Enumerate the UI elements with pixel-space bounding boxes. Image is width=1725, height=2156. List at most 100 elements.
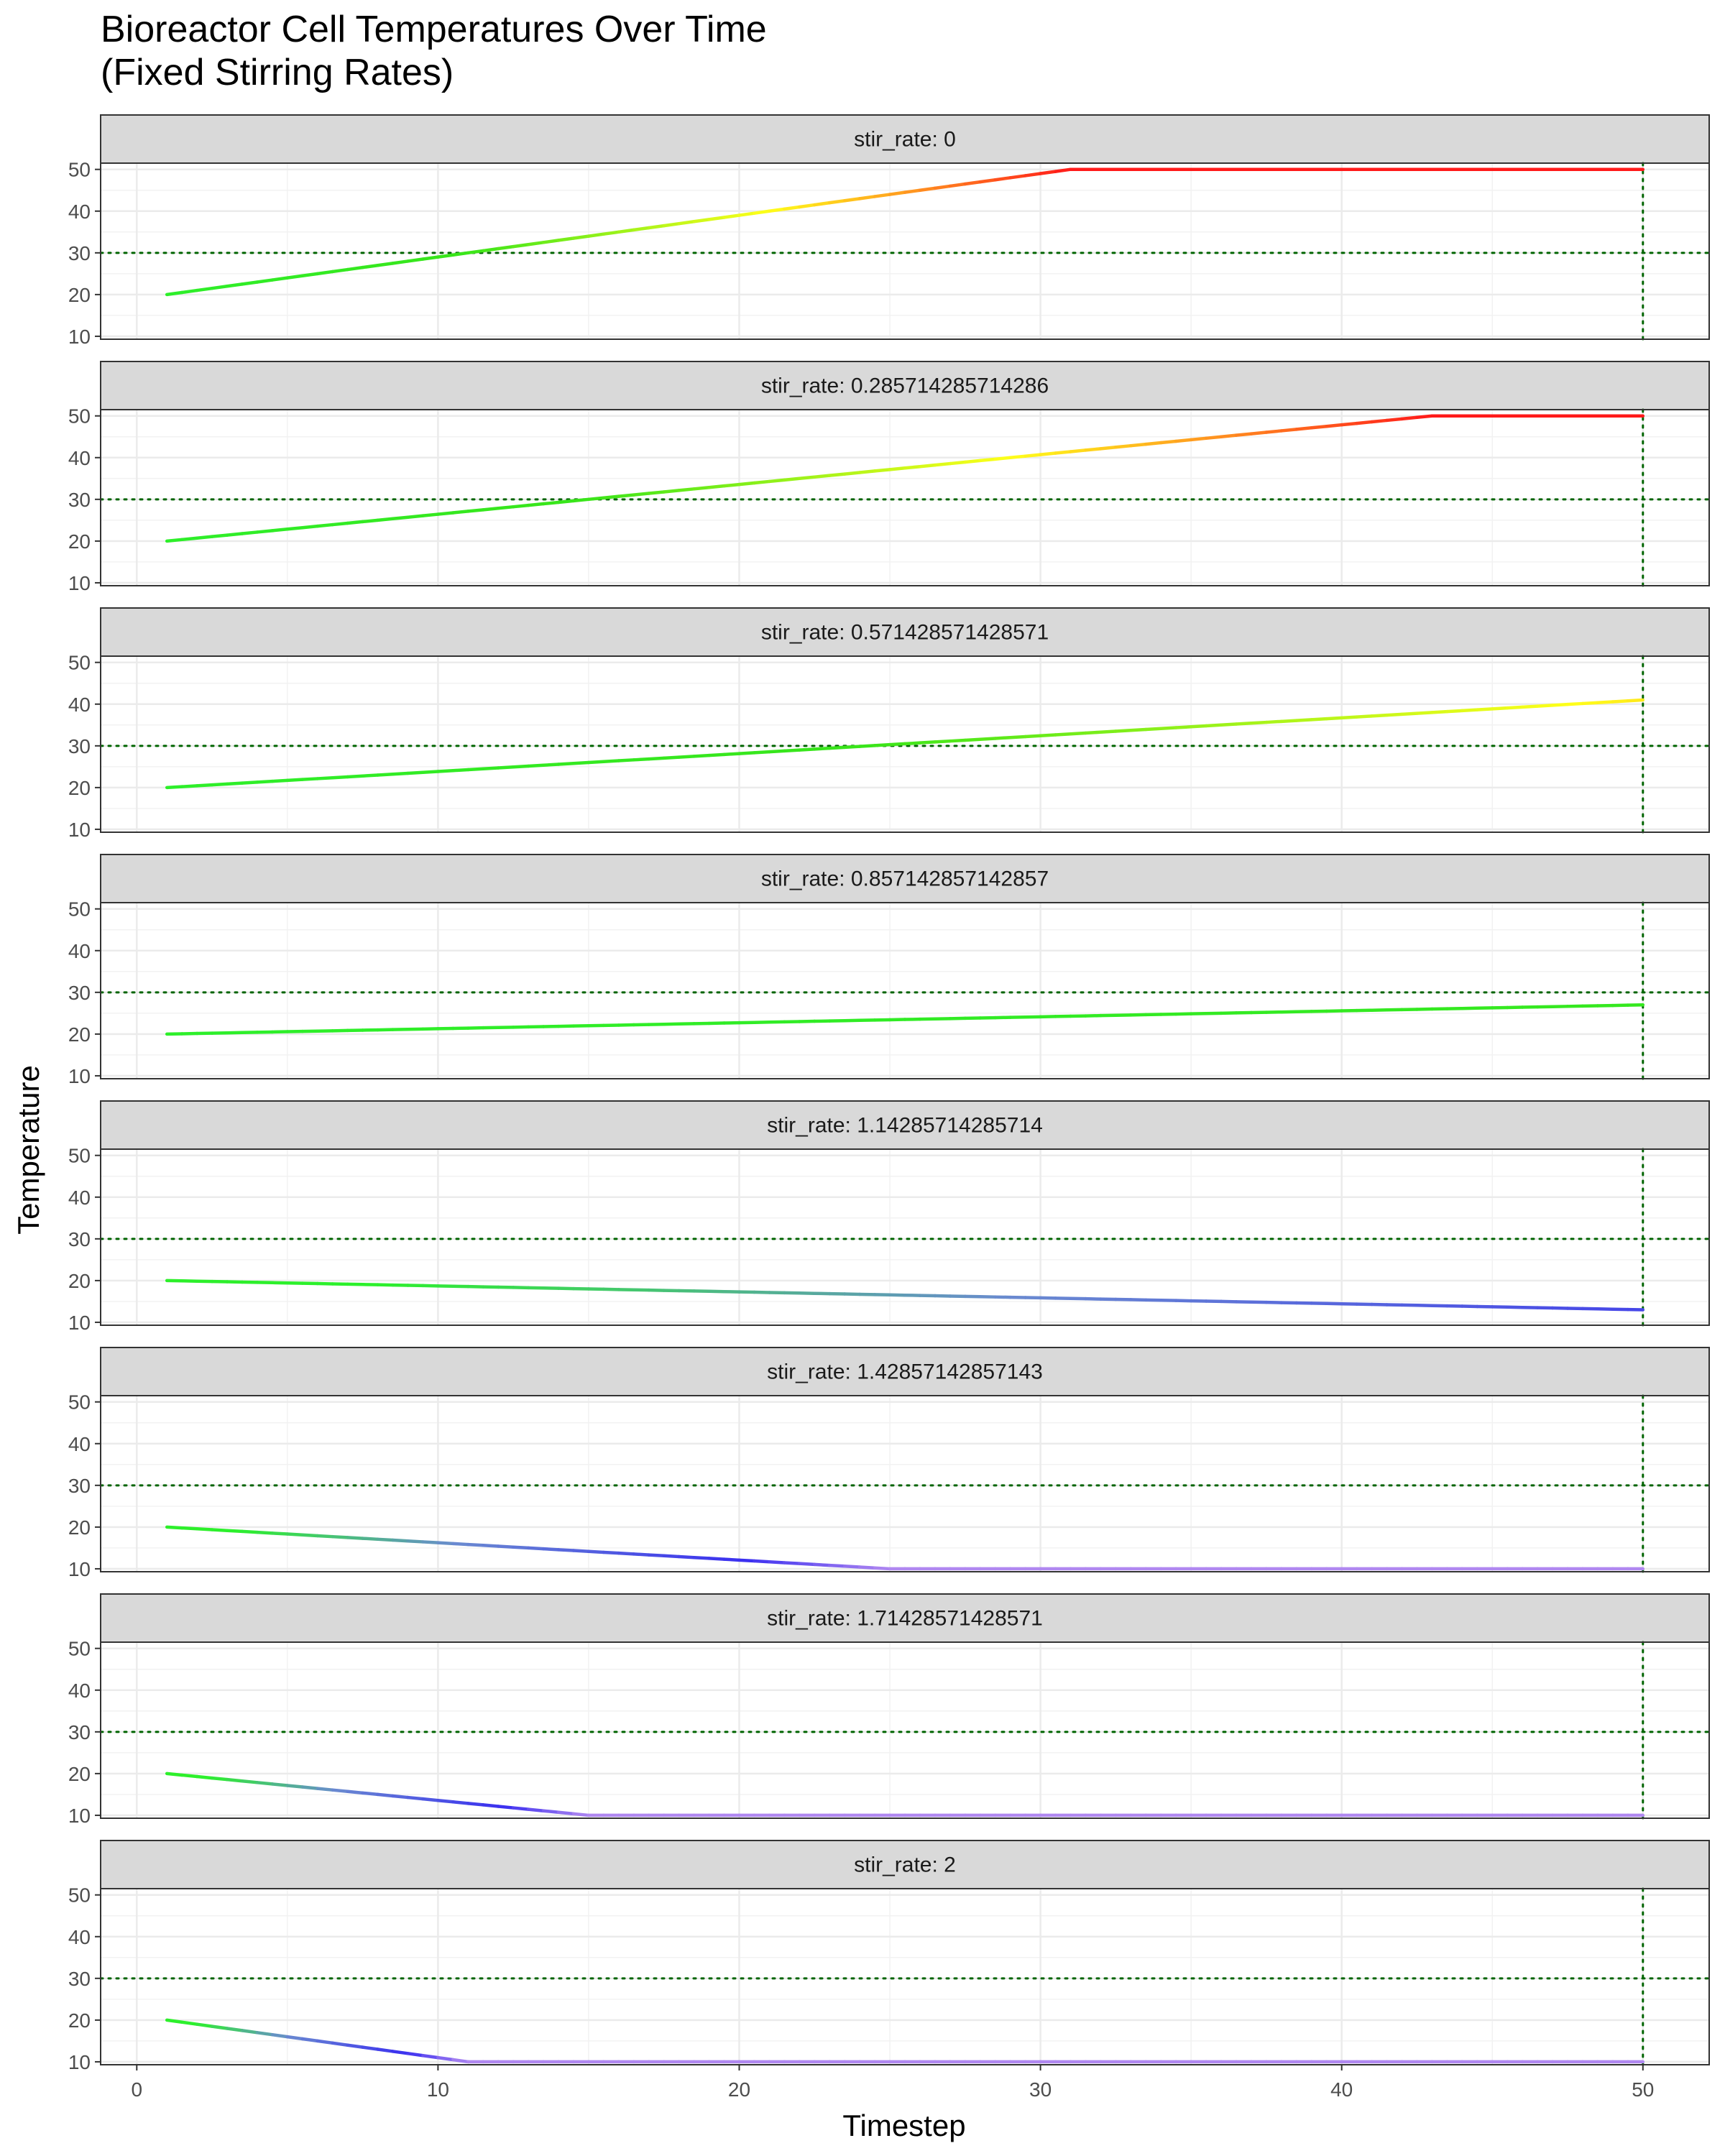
series-segment — [436, 511, 455, 516]
series-segment — [933, 739, 952, 744]
series-segment — [391, 1794, 410, 1800]
series-segment — [526, 241, 546, 247]
y-axis-title: Temperature — [12, 1065, 45, 1235]
series-segment — [662, 1554, 681, 1559]
x-tick-label: 10 — [427, 2078, 449, 2101]
y-tick-label: 30 — [68, 242, 91, 264]
plot-background — [101, 903, 1709, 1079]
series-segment — [541, 500, 561, 506]
plot-background — [101, 1642, 1709, 1818]
series-segment — [270, 2032, 290, 2039]
series-segment — [1355, 420, 1374, 425]
series-segment — [571, 1812, 591, 1818]
facet-panel: stir_rate: 1.42857142857143 10 20 30 40 50 — [68, 1347, 1711, 1580]
series-segment — [511, 1545, 530, 1550]
chart-title-line-1: Bioreactor Cell Temperatures Over Time — [101, 9, 767, 50]
series-segment — [526, 1807, 546, 1812]
series-segment — [1325, 716, 1343, 721]
series-segment — [180, 1526, 199, 1531]
series-segment — [240, 2029, 259, 2035]
panel-border — [100, 1148, 1710, 1326]
series-segment — [842, 1565, 862, 1569]
series-segment — [391, 2050, 410, 2055]
series-segment — [827, 745, 847, 750]
facet-strip-label: stir_rate: 0.857142857142857 — [761, 867, 1049, 891]
series-segment — [361, 2045, 380, 2051]
y-tick-label: 10 — [68, 572, 91, 594]
series-segment — [270, 1531, 290, 1536]
series-segment — [586, 496, 606, 502]
series-segment — [692, 753, 711, 758]
series-segment — [737, 211, 756, 217]
series-segment — [1114, 729, 1133, 733]
series-segment — [421, 1797, 440, 1802]
series-segment — [285, 2035, 305, 2041]
series-segment — [482, 1544, 500, 1548]
series-segment — [873, 468, 892, 473]
facet-strip-label: stir_rate: 0.571428571428571 — [761, 621, 1049, 645]
x-tick-label: 50 — [1632, 2078, 1654, 2101]
facet-strip — [100, 1593, 1710, 1643]
series-segment — [391, 515, 410, 521]
series-segment — [436, 1798, 455, 1804]
series-segment — [827, 1563, 847, 1568]
series-segment — [541, 1809, 561, 1815]
series-segment — [240, 530, 259, 535]
series-segment — [1400, 415, 1419, 421]
series-segment — [556, 1548, 576, 1552]
series-segment — [195, 783, 214, 788]
series-segment — [933, 461, 952, 467]
chart-title-line-2: (Fixed Stirring Rates) — [101, 52, 454, 93]
y-tick-label: 50 — [68, 405, 91, 428]
series-segment — [857, 1565, 877, 1570]
series-segment — [1264, 429, 1284, 434]
series-segment — [1370, 418, 1389, 424]
series-segment — [571, 1549, 591, 1553]
series-segment — [873, 193, 892, 198]
series-segment — [1069, 448, 1087, 453]
series-segment — [556, 499, 576, 505]
series-segment — [1114, 443, 1133, 449]
series-segment — [662, 221, 681, 228]
x-axis-title: Timestep — [842, 2109, 965, 2142]
series-segment — [482, 1803, 500, 1808]
series-segment — [511, 1806, 530, 1811]
series-segment — [285, 274, 305, 280]
series-segment — [1490, 706, 1509, 711]
y-tick-label: 20 — [68, 777, 91, 799]
series-segment — [1069, 731, 1087, 736]
panel-border — [100, 1641, 1710, 1819]
series-segment — [1550, 702, 1570, 707]
series-segment — [361, 1791, 380, 1797]
series-segment — [165, 290, 184, 297]
facet-strip-label: stir_rate: 1.42857142857143 — [767, 1360, 1043, 1384]
series-segment — [948, 182, 967, 188]
series-segment — [451, 2058, 470, 2064]
series-segment — [1024, 453, 1042, 458]
series-segment — [255, 779, 275, 784]
series-segment — [1189, 724, 1208, 729]
series-segment — [300, 2037, 320, 2043]
series-line — [165, 1772, 1645, 1818]
facet-panel: stir_rate: 1.71428571428571 10 20 30 40 50 — [68, 1593, 1711, 1827]
series-segment — [647, 224, 666, 230]
y-tick-label: 40 — [68, 1926, 91, 1948]
y-tick-label: 50 — [68, 159, 91, 181]
series-segment — [827, 472, 847, 477]
y-tick-label: 50 — [68, 1638, 91, 1660]
series-segment — [225, 282, 244, 288]
facet-panel: stir_rate: 2 10 20 30 40 50 — [68, 1840, 1711, 2073]
series-segment — [842, 197, 862, 203]
series-segment — [586, 232, 606, 238]
series-segment — [1234, 722, 1254, 726]
y-tick-label: 10 — [68, 1805, 91, 1827]
x-tick-label: 30 — [1029, 2078, 1052, 2101]
series-segment — [722, 482, 741, 488]
series-segment — [692, 1555, 711, 1560]
series-segment — [1340, 421, 1358, 427]
series-segment — [482, 766, 500, 771]
series-segment — [857, 469, 877, 474]
series-segment — [285, 1784, 305, 1789]
series-segment — [918, 463, 937, 469]
